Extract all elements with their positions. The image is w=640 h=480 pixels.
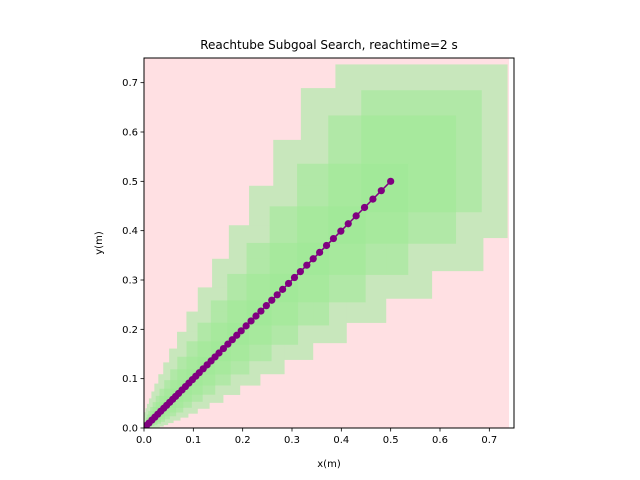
y-tick-label: 0.3 xyxy=(122,276,138,287)
x-tick-label: 0.4 xyxy=(333,435,349,446)
y-tick-label: 0.6 xyxy=(122,128,138,139)
x-tick-label: 0.0 xyxy=(136,435,152,446)
trajectory-point xyxy=(352,212,360,220)
y-axis: 0.0 0.1 0.2 0.3 0.4 0.5 0.6 0.7 xyxy=(122,78,144,435)
trajectory-point xyxy=(387,177,395,185)
trajectory-point xyxy=(303,261,311,269)
y-tick-label: 0.2 xyxy=(122,325,138,336)
trajectory-point xyxy=(284,279,293,288)
x-tick-label: 0.1 xyxy=(185,435,201,446)
trajectory-point xyxy=(262,302,270,310)
trajectory-point xyxy=(279,285,287,293)
y-tick-label: 0.1 xyxy=(122,374,138,385)
trajectory-point xyxy=(322,241,331,250)
trajectory-point xyxy=(257,307,265,315)
x-axis: 0.0 0.1 0.2 0.3 0.4 0.5 0.6 0.7 xyxy=(136,428,497,446)
trajectory-point xyxy=(252,312,260,320)
y-tick-label: 0.0 xyxy=(122,424,138,435)
trajectory-point xyxy=(377,187,385,195)
y-tick-label: 0.4 xyxy=(122,226,138,237)
trajectory-point xyxy=(316,248,324,256)
trajectory-point xyxy=(337,227,345,235)
trajectory-point xyxy=(233,331,241,339)
x-tick-label: 0.6 xyxy=(432,435,448,446)
trajectory-point xyxy=(242,322,250,330)
x-axis-label: x(m) xyxy=(317,459,341,470)
x-tick-label: 0.3 xyxy=(284,435,300,446)
trajectory-point xyxy=(369,195,377,203)
chart-title: Reachtube Subgoal Search, reachtime=2 s xyxy=(200,38,458,52)
trajectory-point xyxy=(215,349,223,357)
trajectory-point xyxy=(344,220,352,228)
x-tick-label: 0.2 xyxy=(235,435,251,446)
trajectory-point xyxy=(247,317,255,325)
trajectory-layer xyxy=(144,177,395,428)
plot-area xyxy=(144,58,510,428)
y-axis-label: y(m) xyxy=(94,231,105,255)
trajectory-point xyxy=(273,291,281,299)
x-tick-label: 0.7 xyxy=(481,435,497,446)
plot-frame xyxy=(143,57,515,429)
trajectory-point xyxy=(296,268,304,276)
trajectory-point xyxy=(228,336,236,344)
trajectory-point xyxy=(224,340,232,348)
y-tick-label: 0.7 xyxy=(122,78,138,89)
trajectory-point xyxy=(268,296,276,304)
x-tick-label: 0.5 xyxy=(383,435,399,446)
trajectory-point xyxy=(290,273,299,282)
trajectory-point xyxy=(360,203,369,212)
trajectory-point xyxy=(219,344,228,353)
trajectory-point xyxy=(237,327,245,335)
trajectory-point xyxy=(309,255,317,263)
y-tick-label: 0.5 xyxy=(122,177,138,188)
trajectory-point xyxy=(329,234,338,243)
